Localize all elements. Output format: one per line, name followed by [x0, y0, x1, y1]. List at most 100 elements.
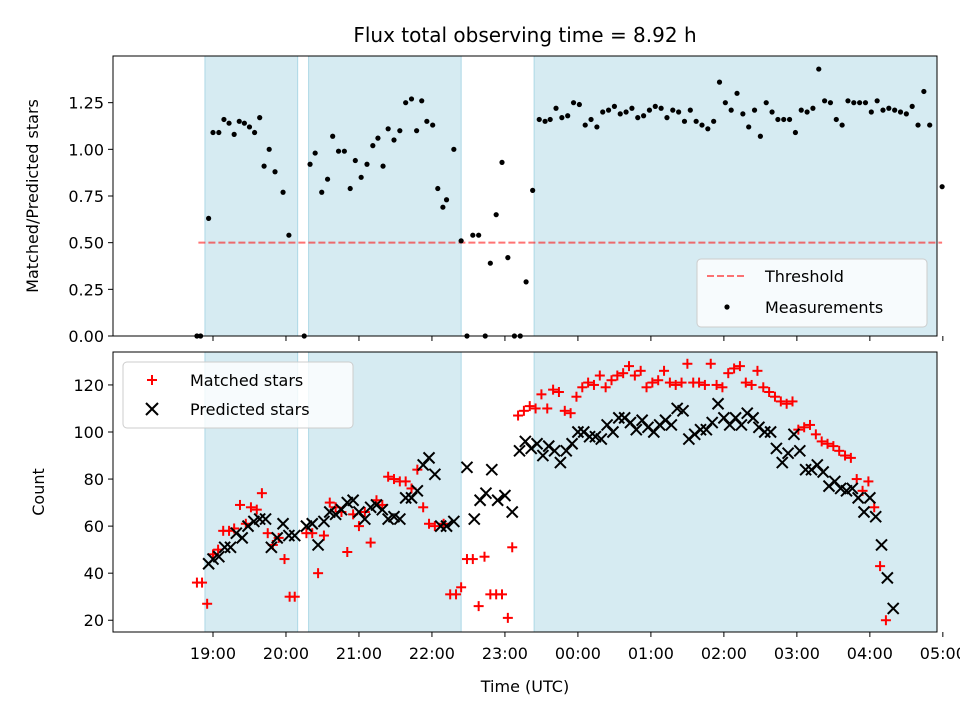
matched-star-markers	[191, 358, 891, 626]
matched-star-marker	[880, 615, 891, 626]
predicted-star-marker	[218, 541, 231, 554]
predicted-star-marker	[694, 423, 707, 436]
predicted-star-marker	[554, 456, 567, 469]
matched-star-marker	[279, 554, 290, 565]
measurement-point	[487, 260, 493, 266]
predicted-star-marker	[506, 505, 519, 519]
predicted-star-marker	[306, 517, 319, 530]
predicted-star-marker	[764, 425, 777, 439]
measurement-point	[335, 148, 342, 154]
predicted-star-marker	[411, 484, 424, 498]
matched-star-marker	[670, 379, 681, 390]
matched-star-marker	[723, 368, 734, 379]
matched-star-marker	[518, 405, 529, 416]
measurement-point	[375, 135, 381, 141]
predicted-star-marker	[259, 512, 272, 526]
predicted-star-marker	[711, 397, 725, 410]
predicted-star-marker	[282, 529, 296, 542]
matched-star-marker	[676, 377, 687, 388]
predicted-star-marker	[265, 541, 278, 554]
matched-star-marker	[781, 398, 792, 409]
matched-star-marker	[583, 377, 594, 388]
matched-star-marker	[664, 377, 675, 388]
matched-star-marker	[816, 436, 827, 447]
predicted-star-marker	[776, 456, 789, 469]
measurement-point	[822, 98, 828, 104]
predicted-star-marker	[869, 510, 882, 523]
y-tick-label: 0.25	[68, 280, 104, 299]
measurement-point	[476, 232, 482, 238]
measurement-point	[397, 128, 403, 134]
measurement-point	[646, 107, 653, 113]
measurement-point	[210, 129, 216, 136]
predicted-star-marker	[399, 491, 412, 505]
measurement-point	[236, 118, 242, 124]
measurement-point	[280, 189, 286, 195]
predicted-star-marker	[440, 519, 453, 533]
matched-star-marker	[659, 365, 670, 376]
predicted-star-marker	[758, 425, 771, 439]
measurement-point	[839, 122, 845, 128]
matched-star-marker	[365, 537, 376, 548]
measurement-point	[251, 129, 258, 136]
matched-star-marker	[624, 361, 635, 372]
measurement-point	[594, 124, 600, 130]
chart-title: Flux total observing time = 8.92 h	[353, 23, 696, 47]
measurement-point	[380, 163, 386, 169]
x-tick-label: 19:00	[190, 644, 236, 663]
measurement-point	[623, 109, 629, 115]
matched-star-marker	[758, 382, 769, 393]
matched-star-marker	[530, 403, 541, 414]
predicted-star-marker	[770, 442, 783, 455]
matched-star-marker	[383, 471, 394, 482]
matched-star-marker	[869, 502, 880, 513]
predicted-star-marker	[881, 571, 894, 585]
measurement-point	[921, 88, 927, 95]
predicted-star-marker	[479, 486, 493, 500]
measurement-point	[763, 100, 769, 106]
predicted-star-marker	[288, 529, 301, 542]
measurement-point	[470, 232, 476, 238]
measurement-point	[722, 100, 728, 106]
measurement-point	[588, 116, 594, 123]
x-tick-label: 02:00	[701, 644, 747, 663]
measurement-point	[391, 137, 397, 143]
predicted-star-marker	[422, 451, 436, 465]
bottom-legend: Matched stars Predicted stars	[122, 361, 354, 429]
predicted-star-marker	[271, 531, 284, 545]
measurement-point	[414, 128, 420, 134]
y-tick-label: 20	[84, 611, 104, 630]
measurement-point	[734, 90, 740, 96]
matched-star-marker	[536, 389, 547, 400]
predicted-star-marker	[846, 482, 859, 495]
matched-star-marker	[740, 377, 751, 388]
matched-legend-label: Matched stars	[190, 371, 303, 390]
measurement-points	[194, 66, 945, 339]
matched-star-marker	[694, 377, 705, 388]
measurement-point	[266, 146, 272, 152]
matched-star-marker	[764, 387, 775, 397]
predicted-star-marker	[393, 512, 407, 526]
predicted-star-marker	[447, 515, 461, 528]
measurement-point	[705, 126, 711, 132]
measurement-point	[868, 109, 874, 115]
matched-star-marker	[451, 589, 462, 600]
matched-star-marker	[787, 396, 798, 407]
matched-star-marker	[635, 365, 646, 376]
observing-band	[533, 351, 938, 633]
predicted-star-marker	[346, 494, 360, 507]
predicted-star-marker	[887, 602, 900, 615]
matched-star-marker	[769, 391, 780, 402]
measurement-point	[385, 126, 391, 132]
x-tick-label: 20:00	[263, 644, 309, 663]
matched-star-marker	[313, 568, 324, 579]
matched-star-marker	[577, 382, 588, 393]
predicted-star-marker	[816, 465, 830, 479]
bottom-x-axis: 19:00 20:00 21:00 22:00 23:00 00:00 01:00 02:00…	[190, 632, 960, 663]
matched-star-marker	[542, 403, 553, 414]
matched-star-marker	[565, 408, 576, 419]
measurement-point	[728, 107, 734, 113]
predicted-star-marker	[468, 512, 481, 526]
matched-star-marker	[717, 382, 728, 393]
measurement-point	[915, 122, 921, 128]
